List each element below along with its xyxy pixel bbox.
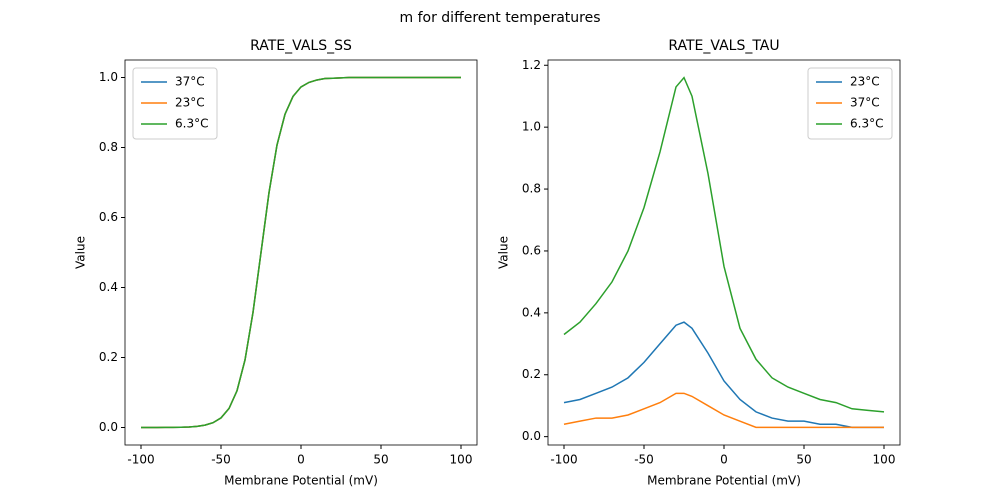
y-tick-label: 0.4 [99,280,118,294]
y-tick-label: 0.6 [522,243,541,257]
series-line [563,392,884,429]
series-line [563,321,884,429]
axes-frame [547,59,901,446]
y-tick-label: 0.6 [99,210,118,224]
y-tick-label: 1.0 [99,70,118,84]
axes-title: RATE_VALS_SS [250,38,352,54]
y-tick-label: 1.2 [522,58,541,72]
legend-box [807,67,893,140]
y-axis-label: Value [74,236,88,269]
series-line [141,76,461,429]
y-tick-label: 0.8 [522,182,541,196]
x-tick-label: 100 [873,453,896,467]
x-tick-label: 0 [297,453,305,467]
x-tick-label: 50 [796,453,811,467]
axes-title: RATE_VALS_TAU [668,38,779,54]
y-tick-label: 1.0 [522,120,541,134]
series-line [563,76,885,413]
x-tick-label: 100 [450,453,473,467]
legend-label: 23°C [175,96,205,110]
y-tick-label: 0.8 [99,140,118,154]
y-tick-label: 0.2 [99,350,118,364]
y-tick-label: 0.4 [522,305,541,319]
y-axis-label: Value [497,236,511,269]
legend-box [132,67,218,140]
legend-label: 23°C [850,75,880,89]
x-tick-label: 50 [373,453,388,467]
x-tick-label: -100 [550,453,577,467]
x-tick-label: 0 [720,453,728,467]
legend-label: 37°C [850,96,880,110]
x-tick-label: -50 [634,453,654,467]
x-tick-label: -100 [127,453,154,467]
legend-label: 6.3°C [850,117,883,131]
legend-label: 37°C [175,75,205,89]
x-tick-label: -50 [211,453,231,467]
x-axis-label: Membrane Potential (mV) [647,474,801,488]
y-tick-label: 0.0 [99,420,118,434]
y-tick-label: 0.2 [522,367,541,381]
x-axis-label: Membrane Potential (mV) [224,474,378,488]
figure-title: m for different temperatures [400,10,601,26]
y-tick-label: 0.0 [522,429,541,443]
legend-label: 6.3°C [175,117,208,131]
axes-frame [124,59,478,446]
